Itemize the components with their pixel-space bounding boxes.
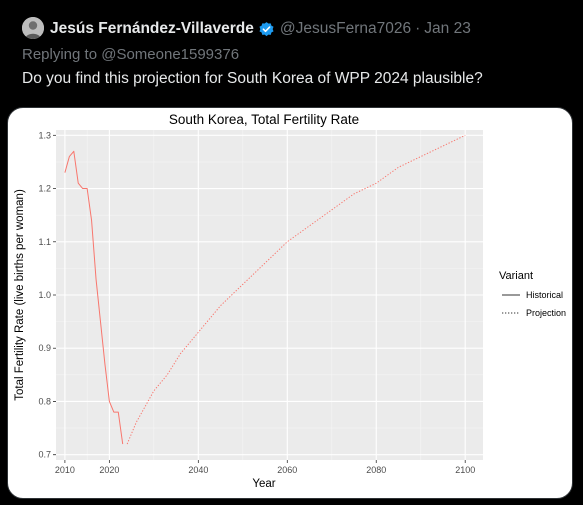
axis-ticks: 2010 2020 2040 2060 2080 2100 0.7 0.8 0.9 1.0 1.1 1… <box>38 130 475 475</box>
replying-to: Replying to @Someone1599376 <box>22 46 239 63</box>
x-tick-label: 2100 <box>455 465 475 475</box>
author-handle[interactable]: @JesusFerna7026 <box>279 20 412 37</box>
y-axis-label: Total Fertility Rate (live births per wo… <box>14 189 26 401</box>
y-tick-label: 1.1 <box>38 237 51 247</box>
separator-dot: · <box>415 20 421 37</box>
y-tick-label: 0.7 <box>38 450 51 460</box>
legend-title: Variant <box>499 270 533 282</box>
author-name[interactable]: Jesús Fernández-Villaverde <box>50 20 254 37</box>
chart-title: South Korea, Total Fertility Rate <box>169 112 359 127</box>
legend-label-projection: Projection <box>526 308 566 318</box>
x-axis-label: Year <box>252 478 275 490</box>
replying-to-user[interactable]: @Someone1599376 <box>101 46 240 63</box>
x-tick-label: 2060 <box>277 465 297 475</box>
fertility-chart: South Korea, Total Fertility Rate 2010 20… <box>14 112 566 490</box>
x-tick-label: 2040 <box>188 465 208 475</box>
tweet-date[interactable]: Jan 23 <box>424 20 471 37</box>
y-tick-label: 0.8 <box>38 396 51 406</box>
y-tick-label: 1.3 <box>38 130 51 140</box>
y-tick-label: 1.0 <box>38 290 51 300</box>
verified-badge-icon <box>258 21 275 38</box>
replying-prefix: Replying to <box>22 46 102 63</box>
x-tick-label: 2010 <box>55 465 75 475</box>
tweet-text: Do you find this projection for South Ko… <box>22 70 483 87</box>
y-tick-label: 0.9 <box>38 343 51 353</box>
avatar[interactable] <box>22 17 44 39</box>
grid-lines <box>56 130 483 460</box>
legend: Variant Historical Projection <box>499 270 566 318</box>
series-line-historical <box>64 150 124 445</box>
x-tick-label: 2080 <box>366 465 386 475</box>
series-lines <box>64 134 466 445</box>
x-tick-label: 2020 <box>99 465 119 475</box>
tweet-media-chart[interactable]: South Korea, Total Fertility Rate 2010 20… <box>7 107 573 499</box>
y-tick-label: 1.2 <box>38 184 51 194</box>
tweet-header: Jesús Fernández-Villaverde @JesusFerna70… <box>50 18 471 40</box>
legend-label-historical: Historical <box>526 290 563 300</box>
